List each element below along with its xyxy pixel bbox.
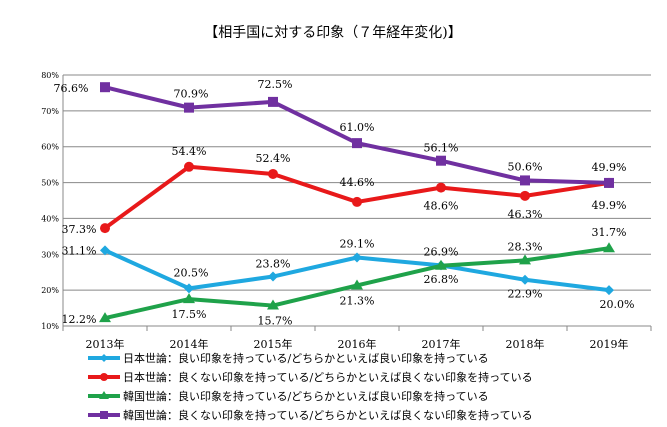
data-label: 29.1% — [340, 238, 375, 251]
marker-circle — [352, 196, 362, 207]
data-label: 56.1% — [424, 142, 459, 155]
data-label: 49.9% — [592, 199, 627, 212]
marker-triangle — [183, 293, 195, 304]
data-label: 23.8% — [256, 258, 291, 271]
data-label: 52.4% — [256, 152, 291, 165]
data-label: 26.9% — [424, 245, 459, 258]
marker-circle — [520, 190, 530, 201]
marker-circle — [100, 373, 108, 381]
legend-label: 韓国世論：良い印象を持っている/どちらかといえば良い印象を持っている — [123, 389, 489, 403]
marker-square — [184, 102, 194, 113]
marker-circle — [184, 161, 194, 172]
x-tick-label: 2018年 — [506, 337, 545, 351]
data-label: 26.8% — [424, 273, 459, 286]
data-label: 46.3% — [508, 208, 543, 221]
marker-diamond — [520, 274, 530, 285]
marker-circle — [100, 223, 110, 234]
y-tick-label: 20% — [41, 286, 59, 295]
marker-diamond — [604, 285, 614, 296]
data-label: 21.3% — [340, 294, 375, 307]
x-tick-label: 2016年 — [338, 337, 377, 351]
data-label: 12.2% — [62, 313, 97, 326]
marker-square — [436, 155, 446, 166]
data-label: 28.3% — [508, 240, 543, 253]
y-tick-label: 10% — [41, 322, 59, 331]
marker-diamond — [100, 245, 110, 256]
marker-square — [604, 177, 614, 188]
data-label: 70.9% — [174, 88, 209, 101]
marker-triangle — [351, 279, 363, 290]
marker-diamond — [352, 252, 362, 263]
marker-triangle — [99, 312, 111, 323]
marker-square — [100, 82, 110, 93]
marker-diamond — [268, 271, 278, 282]
marker-square — [100, 411, 108, 419]
marker-diamond — [184, 283, 194, 294]
marker-triangle — [267, 299, 279, 310]
marker-diamond — [100, 354, 108, 362]
marker-triangle — [519, 254, 531, 265]
legend-label: 韓国世論：良くない印象を持っている/どちらかといえば良くない印象を持っている — [123, 408, 533, 422]
marker-triangle — [603, 242, 615, 253]
x-tick-label: 2013年 — [86, 337, 125, 351]
data-label: 31.7% — [592, 226, 627, 239]
legend-label: 日本世論：良い印象を持っている/どちらかといえば良い印象を持っている — [123, 351, 489, 365]
data-label: 20.5% — [174, 266, 209, 279]
data-label: 37.3% — [62, 223, 97, 236]
chart-title: 【相手国に対する印象（７年経年変化)】 — [204, 24, 461, 41]
data-label: 76.6% — [54, 82, 89, 95]
x-tick-label: 2014年 — [170, 337, 209, 351]
data-label: 31.1% — [62, 244, 97, 257]
x-tick-label: 2019年 — [590, 337, 629, 351]
y-tick-label: 80% — [41, 71, 59, 80]
y-tick-label: 50% — [41, 179, 59, 188]
marker-triangle — [435, 259, 447, 270]
y-tick-label: 30% — [41, 250, 59, 259]
marker-square — [268, 96, 278, 107]
marker-square — [520, 175, 530, 186]
marker-circle — [268, 168, 278, 179]
data-label: 48.6% — [424, 200, 459, 213]
y-tick-label: 60% — [41, 143, 59, 152]
marker-triangle — [99, 391, 109, 399]
data-label: 54.4% — [172, 145, 207, 158]
marker-square — [352, 138, 362, 149]
legend-label: 日本世論：良くない印象を持っている/どちらかといえば良くない印象を持っている — [123, 370, 533, 384]
data-label: 61.0% — [340, 121, 375, 134]
data-label: 44.6% — [340, 176, 375, 189]
data-label: 17.5% — [172, 308, 207, 321]
data-label: 49.9% — [592, 161, 627, 174]
marker-circle — [436, 182, 446, 193]
data-label: 50.6% — [508, 160, 543, 173]
y-tick-label: 40% — [41, 214, 59, 223]
data-label: 22.9% — [508, 288, 543, 301]
data-label: 72.5% — [258, 78, 293, 91]
data-label: 15.7% — [258, 315, 293, 328]
data-label: 20.0% — [600, 298, 635, 311]
x-tick-label: 2015年 — [254, 337, 293, 351]
y-tick-label: 70% — [41, 107, 59, 116]
x-tick-label: 2017年 — [422, 337, 461, 351]
